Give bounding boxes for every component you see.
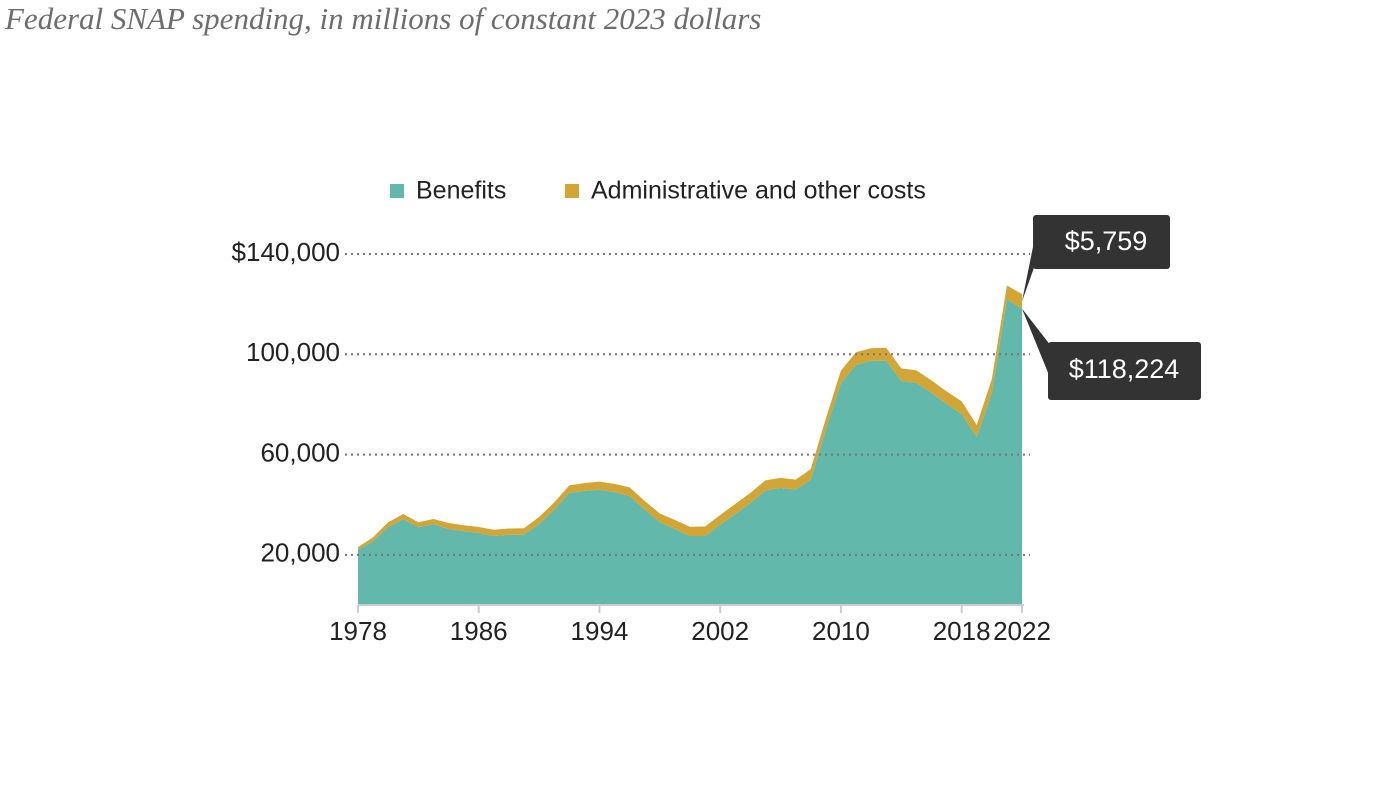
callout-pointer <box>1022 232 1036 302</box>
legend-swatch <box>565 184 579 198</box>
x-tick-label: 2022 <box>993 616 1051 646</box>
chart-title: Federal SNAP spending, in millions of co… <box>4 1 761 36</box>
y-tick-label: 60,000 <box>260 437 340 467</box>
y-tick-label: 20,000 <box>260 538 340 568</box>
legend-label: Benefits <box>416 177 506 205</box>
x-tick-label: 1994 <box>571 616 629 646</box>
callout-box <box>1033 215 1170 269</box>
y-tick-label: $140,000 <box>232 237 340 267</box>
x-tick-label: 2002 <box>691 616 749 646</box>
x-tick-label: 2010 <box>812 616 870 646</box>
area <box>358 285 1022 550</box>
x-tick-label: 1978 <box>329 616 387 646</box>
x-tick-label: 1986 <box>450 616 508 646</box>
area <box>358 299 1022 605</box>
legend-swatch <box>390 184 404 198</box>
callout-pointer <box>1022 308 1051 380</box>
y-tick-label: 100,000 <box>246 337 340 367</box>
data-label: $118,224 <box>1069 354 1180 384</box>
callout-box <box>1048 342 1201 400</box>
x-tick-label: 2018 <box>933 616 991 646</box>
legend-label: Administrative and other costs <box>591 177 926 205</box>
data-label: $5,759 <box>1065 226 1148 256</box>
